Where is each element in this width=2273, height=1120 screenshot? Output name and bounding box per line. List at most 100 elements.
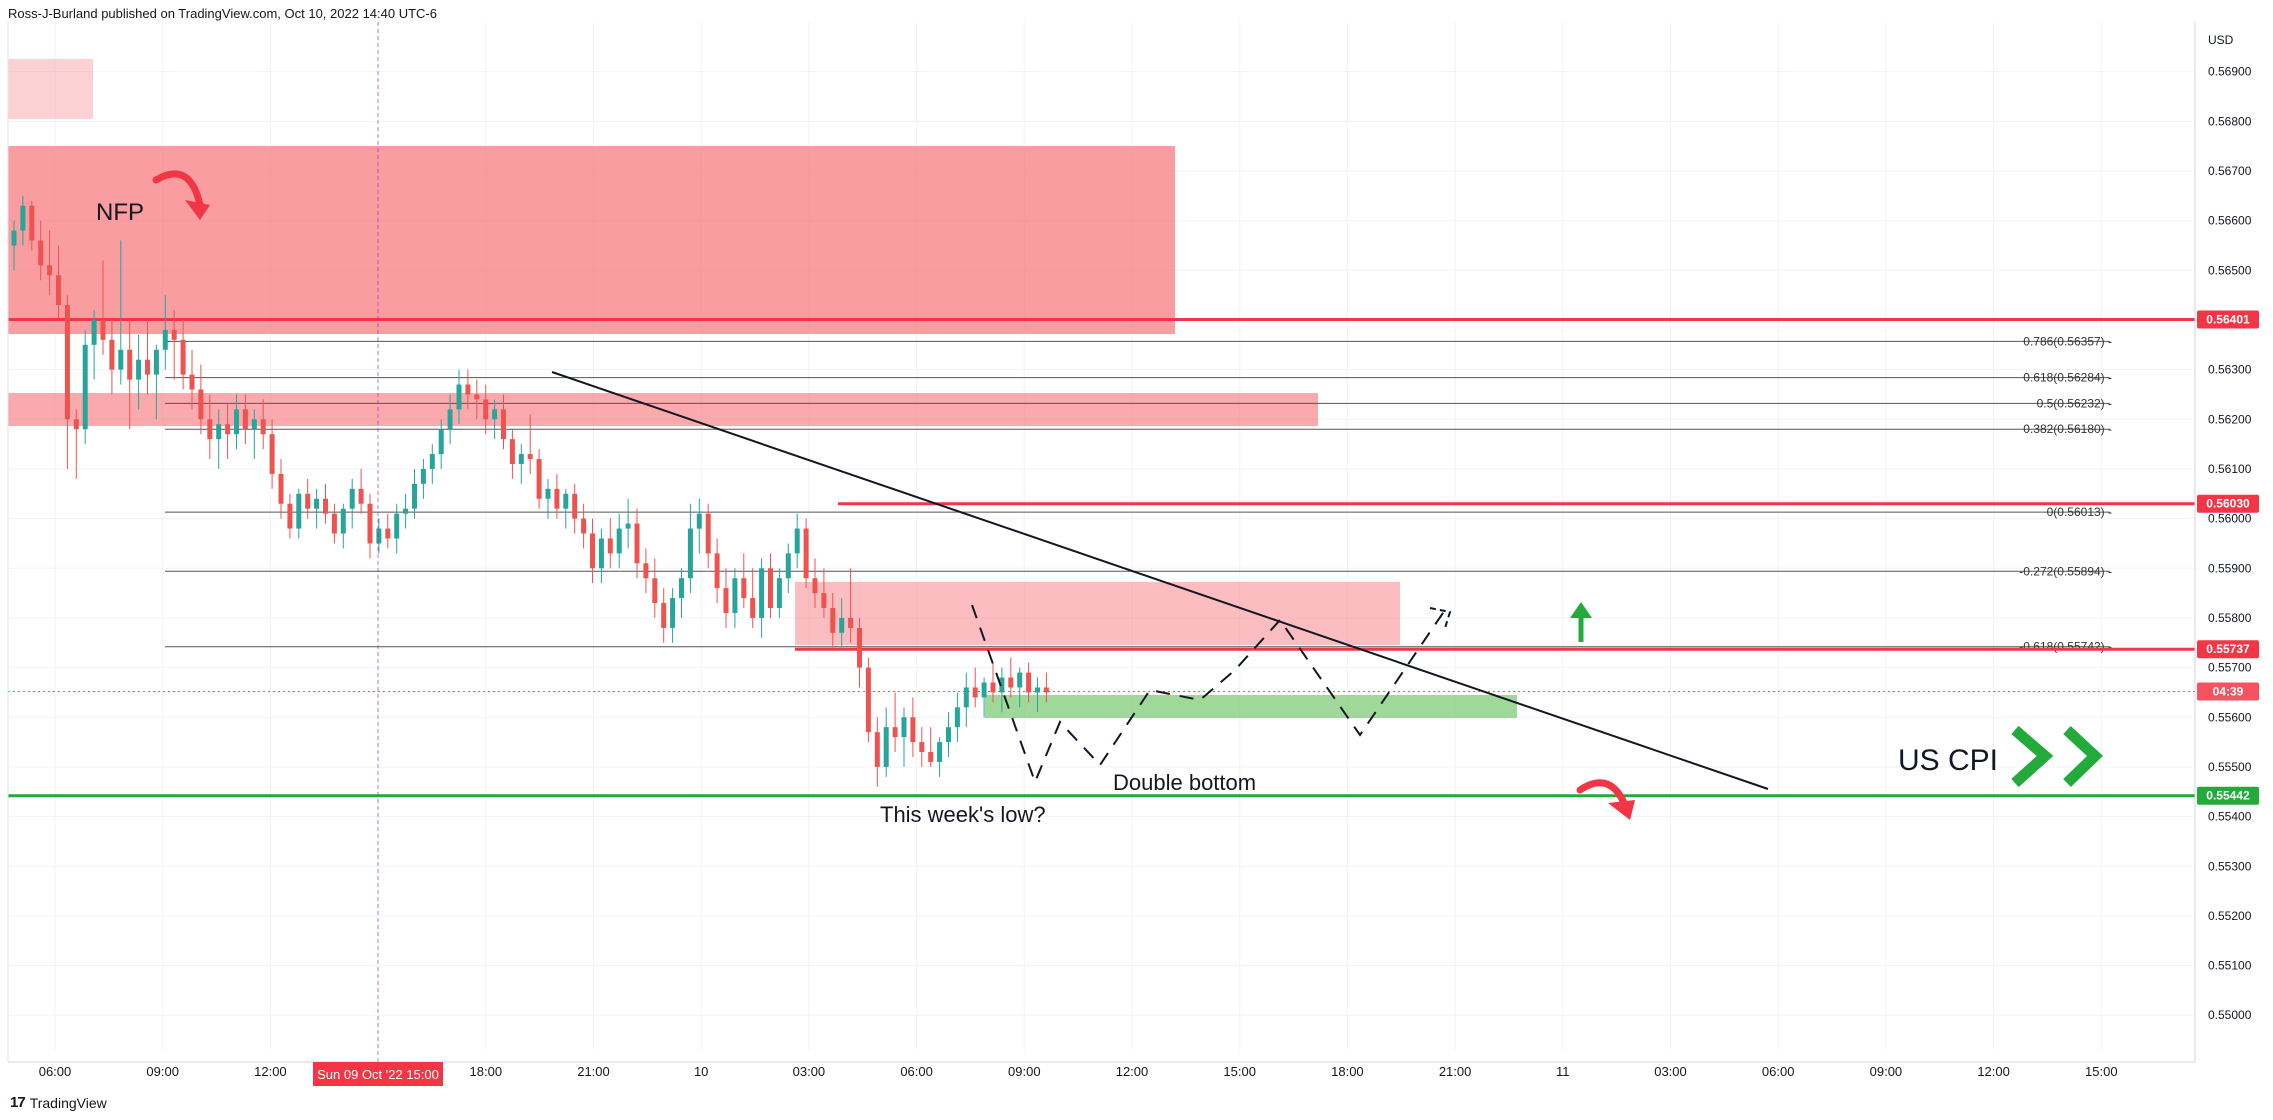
candle-body bbox=[340, 508, 346, 534]
candle-body bbox=[323, 498, 328, 514]
tradingview-brand[interactable]: 17 TradingView bbox=[10, 1094, 107, 1111]
candle-body bbox=[714, 553, 720, 589]
candle-body bbox=[100, 319, 106, 340]
x-tick-label: 03:00 bbox=[793, 1064, 826, 1079]
candle-body bbox=[403, 508, 409, 514]
candle-body bbox=[234, 409, 239, 435]
candle-body bbox=[420, 468, 426, 484]
candle-body bbox=[981, 682, 987, 698]
candle-body bbox=[545, 488, 551, 499]
candle-body bbox=[394, 513, 400, 539]
candle-body bbox=[741, 578, 747, 599]
candle-body bbox=[830, 608, 836, 633]
y-tick-label: 0.56600 bbox=[2208, 214, 2252, 228]
candle-body bbox=[242, 409, 248, 430]
candle-body bbox=[82, 344, 88, 430]
candle-body bbox=[750, 598, 756, 618]
candle-body bbox=[723, 588, 729, 613]
candle-body bbox=[883, 727, 889, 767]
x-tick-label: 09:00 bbox=[146, 1064, 179, 1079]
y-tick-label: 0.55400 bbox=[2208, 810, 2252, 824]
annotation-double-bottom: Double bottom bbox=[1113, 770, 1256, 795]
candle-body bbox=[1017, 672, 1023, 688]
candle-body bbox=[910, 717, 916, 743]
price-badge bbox=[2197, 786, 2259, 805]
candle-body bbox=[29, 205, 35, 241]
price-zone bbox=[795, 582, 1400, 645]
price-zone bbox=[8, 59, 93, 119]
candle-body bbox=[696, 513, 702, 529]
candle-body bbox=[367, 503, 373, 544]
fib-label: 0.382(0.56180) - bbox=[2023, 422, 2112, 436]
candle-body bbox=[590, 533, 595, 569]
y-tick-label: 0.56700 bbox=[2208, 164, 2252, 178]
candle-body bbox=[865, 667, 871, 733]
candle-body bbox=[581, 518, 587, 534]
candle-body bbox=[47, 265, 53, 276]
candle-body bbox=[794, 528, 800, 554]
candle-body bbox=[474, 394, 480, 400]
candle-body bbox=[501, 409, 506, 440]
candle-body bbox=[225, 424, 231, 435]
price-badge-label: 0.55442 bbox=[2206, 789, 2250, 803]
x-tick-label: 12:00 bbox=[1977, 1064, 2010, 1079]
candle-body bbox=[189, 374, 195, 390]
fib-label: 0(0.56013) - bbox=[2047, 505, 2112, 519]
candle-body bbox=[999, 677, 1005, 693]
price-badge-label: 04:39 bbox=[2213, 684, 2244, 698]
candle-body bbox=[198, 389, 204, 420]
chevron-right-icon bbox=[2063, 725, 2104, 787]
candle-body bbox=[465, 384, 471, 395]
price-badge bbox=[2197, 310, 2259, 329]
candle-body bbox=[456, 384, 462, 410]
candle-body bbox=[972, 687, 978, 698]
annotation-weeks-low: This week's low? bbox=[880, 802, 1046, 827]
candle-body bbox=[429, 454, 435, 469]
candle-body bbox=[625, 523, 631, 529]
drawings: NFP US CPI Double bottom This week's low? bbox=[96, 22, 2104, 1062]
candle-body bbox=[385, 528, 391, 539]
candle-body bbox=[946, 727, 951, 743]
price-zone bbox=[985, 695, 1517, 718]
candle-body bbox=[136, 359, 142, 380]
price-badge-label: 0.56030 bbox=[2206, 497, 2250, 511]
x-tick-label: 18:00 bbox=[1331, 1064, 1364, 1079]
candle-body bbox=[1026, 672, 1032, 693]
y-tick-label: 0.56300 bbox=[2208, 363, 2252, 377]
candle-body bbox=[1043, 687, 1049, 693]
candle-body bbox=[705, 513, 711, 554]
x-tick-label: 21:00 bbox=[1439, 1064, 1472, 1079]
brand-name: TradingView bbox=[29, 1094, 107, 1111]
candle-body bbox=[109, 339, 115, 370]
candle-body bbox=[821, 593, 827, 609]
candle-body bbox=[679, 578, 684, 599]
tradingview-logo-icon: 17 bbox=[10, 1094, 26, 1111]
candle-body bbox=[963, 687, 969, 708]
x-tick-label: 12:00 bbox=[254, 1064, 287, 1079]
candle-body bbox=[376, 528, 382, 544]
candle-body bbox=[607, 538, 613, 554]
price-badge bbox=[2197, 682, 2259, 701]
candle-body bbox=[358, 488, 364, 504]
axes: 06:00 09:00 12:00 15:00 18:00 21:00 10 03:00 06:… bbox=[7, 22, 2259, 1086]
candle-body bbox=[171, 329, 177, 340]
y-tick-label: 0.55900 bbox=[2208, 561, 2252, 575]
candle-body bbox=[56, 275, 61, 306]
candle-body bbox=[305, 493, 311, 509]
candle-body bbox=[598, 538, 604, 569]
candle-body bbox=[892, 727, 898, 738]
candle-body bbox=[447, 409, 453, 430]
candle-body bbox=[118, 349, 124, 370]
x-tick-label: 03:00 bbox=[1654, 1064, 1687, 1079]
red-curved-arrow-icon bbox=[1576, 779, 1629, 809]
candles bbox=[11, 195, 1049, 787]
y-tick-label: 0.55200 bbox=[2208, 909, 2252, 923]
candle-body bbox=[38, 240, 44, 266]
candle-body bbox=[901, 717, 907, 738]
y-tick-label: 0.55700 bbox=[2208, 661, 2252, 675]
chevron-right-icon bbox=[2011, 725, 2054, 788]
candle-body bbox=[162, 329, 168, 350]
candle-body bbox=[145, 359, 150, 375]
candle-body bbox=[180, 339, 186, 375]
